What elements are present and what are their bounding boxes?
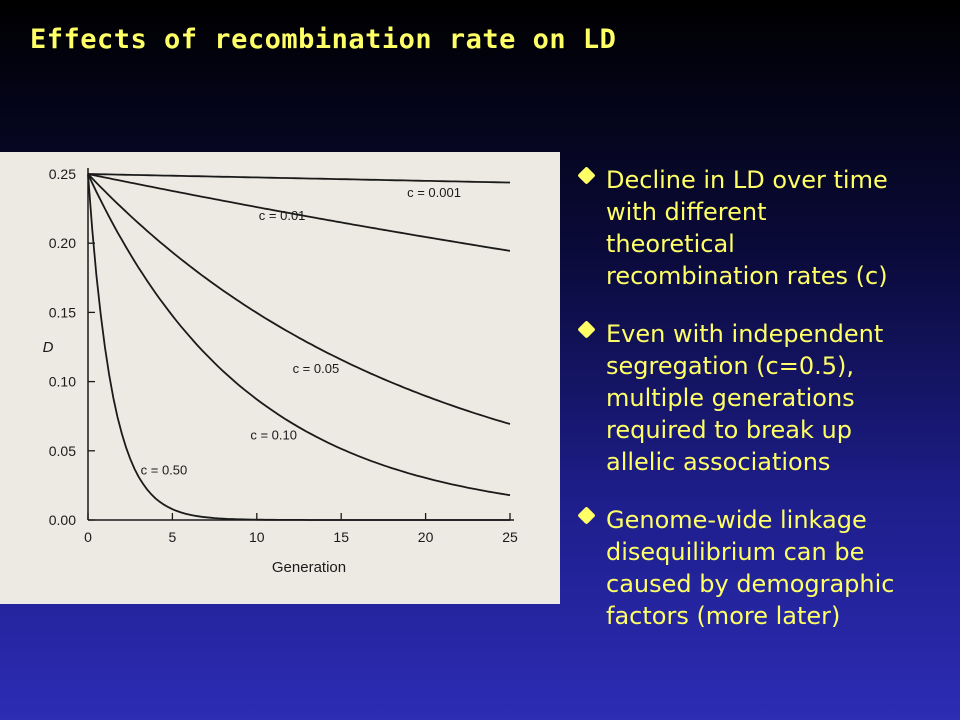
bullet-item: Decline in LD over time with different t… [577,164,956,292]
x-tick-label: 25 [502,529,518,545]
series-label: c = 0.05 [293,361,340,376]
diamond-bullet-icon [577,166,596,185]
bullet-text: Decline in LD over time with different t… [606,166,888,290]
series-label: c = 0.001 [407,185,461,200]
x-tick-label: 15 [333,529,349,545]
y-tick-label: 0.00 [49,512,76,528]
diamond-bullet-icon [577,506,596,525]
y-tick-label: 0.20 [49,235,76,251]
y-tick-label: 0.10 [49,374,76,390]
series-line [87,173,510,521]
series-label: c = 0.01 [259,208,306,223]
y-tick-label: 0.05 [49,443,76,459]
bullet-list: Decline in LD over time with different t… [577,164,956,658]
chart-figure: 0.00 0.05 0.10 0.15 0.20 0.25 0 5 10 15 20 25 Genera… [0,152,560,604]
x-tick-label: 20 [418,529,434,545]
y-axis-label: D [43,339,54,356]
diamond-bullet-icon [577,320,596,339]
ld-decay-chart: 0.00 0.05 0.10 0.15 0.20 0.25 0 5 10 15 20 25 Genera… [43,166,518,576]
x-tick-label: 10 [249,529,265,545]
x-tick-label: 5 [169,529,177,545]
bullet-item: Genome-wide linkage disequilibrium can b… [577,504,956,632]
slide-title: Effects of recombination rate on LD [30,24,617,55]
bullet-text: Even with independent segregation (c=0.5… [606,320,884,476]
bullet-text: Genome-wide linkage disequilibrium can b… [606,506,895,630]
x-tick-label: 0 [84,529,92,545]
series-line [87,173,511,252]
x-axis-label: Generation [272,559,346,576]
bullet-item: Even with independent segregation (c=0.5… [577,318,956,478]
series-line [87,173,510,184]
y-tick-label: 0.15 [49,304,76,320]
series-label: c = 0.10 [250,427,297,442]
series-line [87,173,511,497]
y-tick-label: 0.25 [49,166,76,182]
series-label: c = 0.50 [141,462,188,477]
series-line [87,173,511,425]
